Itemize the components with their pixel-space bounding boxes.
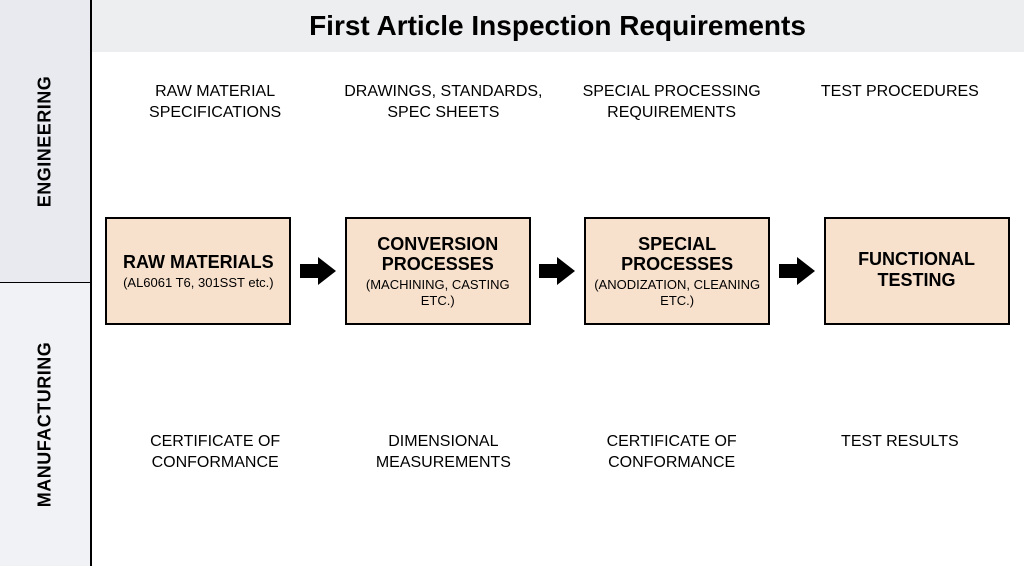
mfg-label-2: CERTIFICATE OF CONFORMANCE: [572, 432, 772, 474]
eng-label-1: DRAWINGS, STANDARDS, SPEC SHEETS: [343, 82, 543, 124]
manufacturing-labels-row: CERTIFICATE OF CONFORMANCE DIMENSIONAL M…: [91, 432, 1024, 474]
stage-title-2: SPECIAL PROCESSES: [594, 234, 760, 275]
stage-sub-1: (MACHINING, CASTING ETC.): [355, 277, 521, 308]
row-label-manufacturing-text: MANUFACTURING: [35, 342, 56, 508]
eng-label-3: TEST PROCEDURES: [800, 82, 1000, 124]
eng-label-2: SPECIAL PROCESSING REQUIREMENTS: [572, 82, 772, 124]
row-label-engineering-text: ENGINEERING: [35, 76, 56, 208]
stage-sub-2: (ANODIZATION, CLEANING ETC.): [594, 277, 760, 308]
stages-row: RAW MATERIALS (AL6061 T6, 301SST etc.) C…: [91, 217, 1024, 325]
stage-box-functional: FUNCTIONAL TESTING: [824, 217, 1010, 325]
mfg-label-1: DIMENSIONAL MEASUREMENTS: [343, 432, 543, 474]
stage-sub-0: (AL6061 T6, 301SST etc.): [123, 275, 274, 291]
mfg-label-0: CERTIFICATE OF CONFORMANCE: [115, 432, 315, 474]
stage-title-3: FUNCTIONAL TESTING: [834, 249, 1000, 290]
flow-area: RAW MATERIAL SPECIFICATIONS DRAWINGS, ST…: [91, 52, 1024, 566]
arrow-icon-2: [779, 257, 815, 285]
engineering-labels-row: RAW MATERIAL SPECIFICATIONS DRAWINGS, ST…: [91, 82, 1024, 124]
row-label-manufacturing: MANUFACTURING: [0, 283, 90, 566]
stage-title-0: RAW MATERIALS: [123, 252, 274, 273]
stage-title-1: CONVERSION PROCESSES: [355, 234, 521, 275]
page-title: First Article Inspection Requirements: [309, 10, 806, 42]
title-bar: First Article Inspection Requirements: [91, 0, 1024, 52]
arrow-icon-0: [300, 257, 336, 285]
row-label-engineering: ENGINEERING: [0, 0, 90, 283]
arrow-icon-1: [539, 257, 575, 285]
stage-box-special: SPECIAL PROCESSES (ANODIZATION, CLEANING…: [584, 217, 770, 325]
stage-box-raw-materials: RAW MATERIALS (AL6061 T6, 301SST etc.): [105, 217, 291, 325]
stage-box-conversion: CONVERSION PROCESSES (MACHINING, CASTING…: [345, 217, 531, 325]
mfg-label-3: TEST RESULTS: [800, 432, 1000, 474]
eng-label-0: RAW MATERIAL SPECIFICATIONS: [115, 82, 315, 124]
